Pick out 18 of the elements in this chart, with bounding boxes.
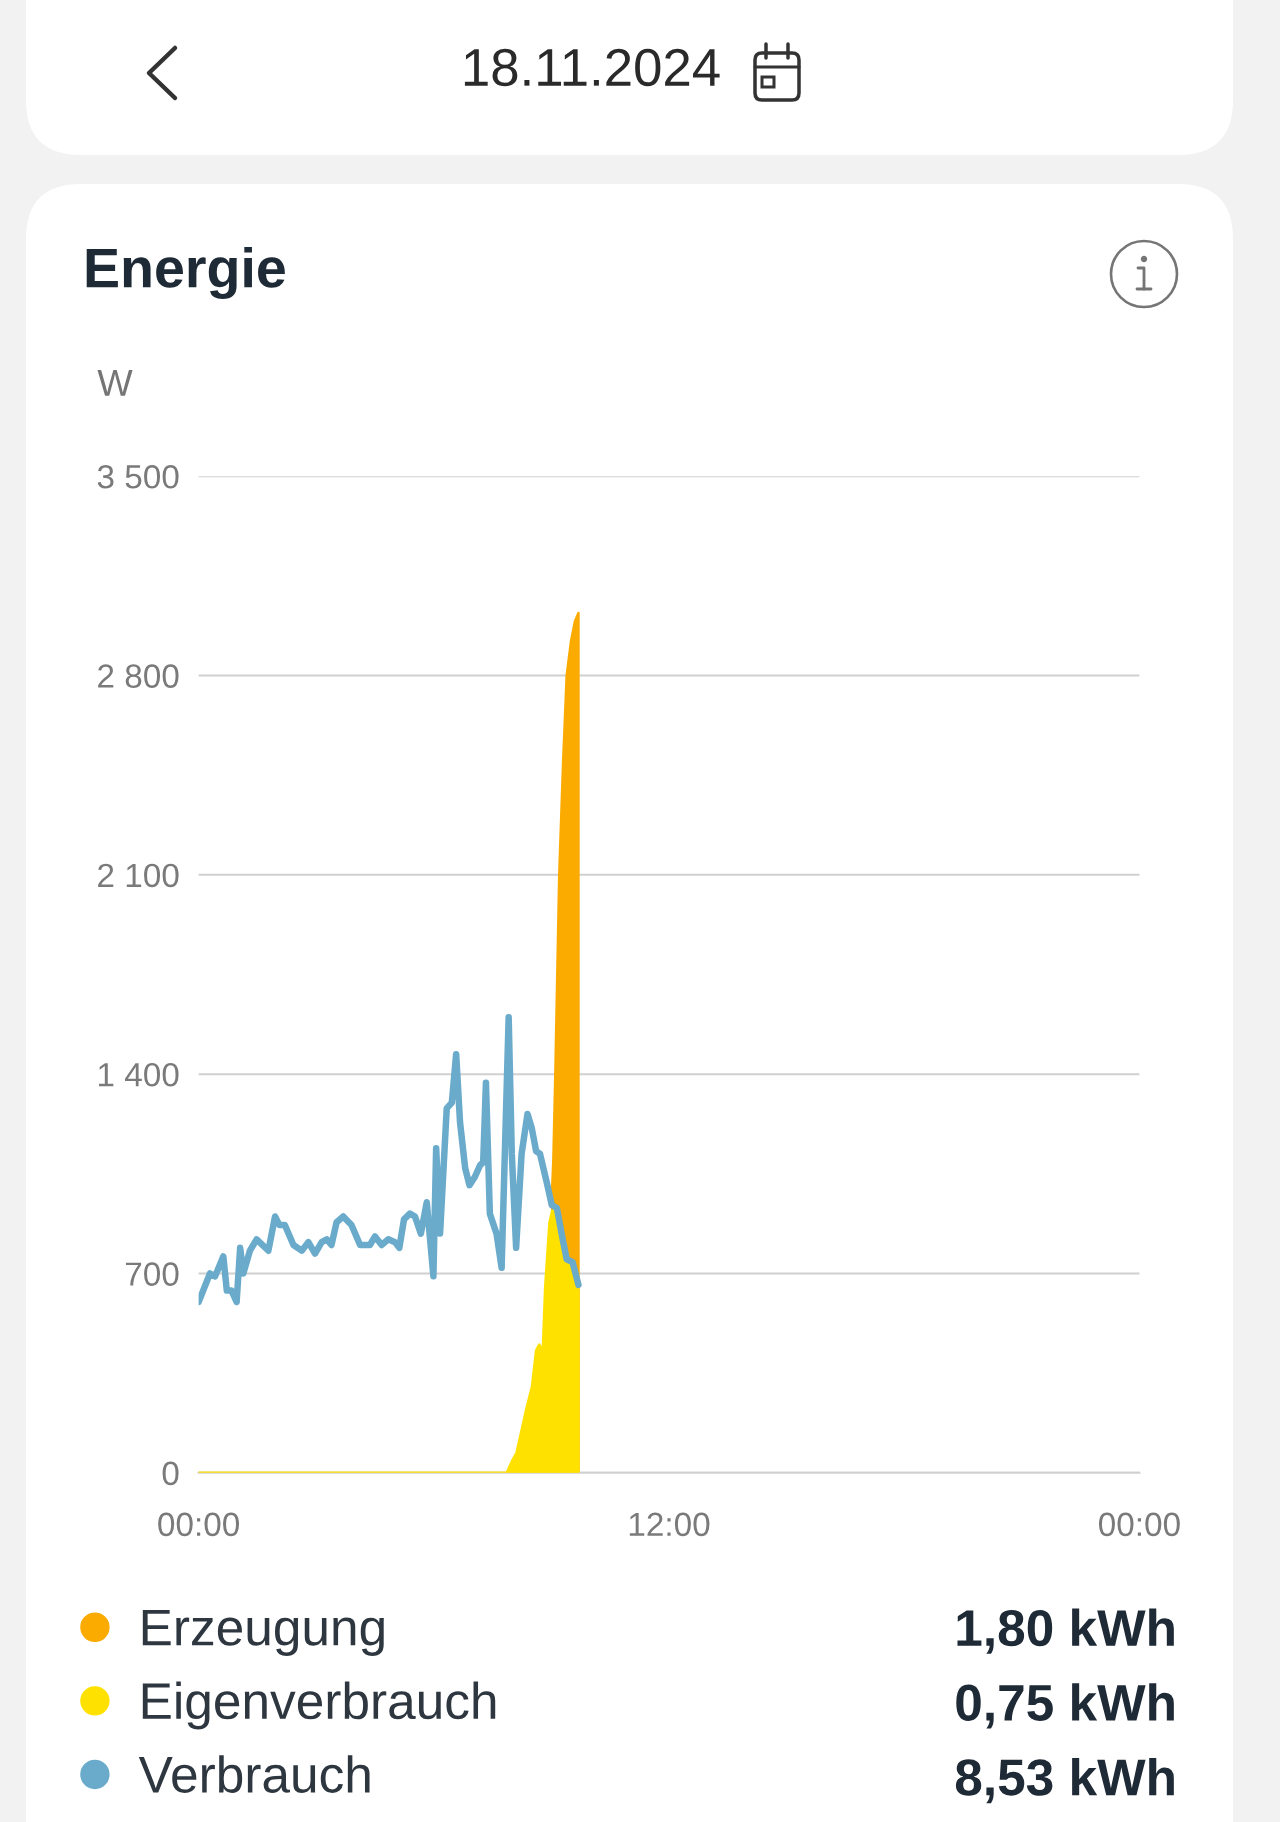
x-tick-label: 12:00 (629, 1512, 710, 1537)
x-tick-label: 00:00 (158, 1512, 240, 1537)
y-tick-label: 0 (162, 1461, 179, 1486)
legend-label: Verbrauch (138, 1755, 370, 1793)
chart-subtitle: 18.11.2024 (464, 48, 720, 87)
y-tick-label: 2 800 (98, 664, 179, 688)
text: 0,75 kWh (956, 1683, 1174, 1729)
chart-title: Energie (86, 246, 285, 300)
y-tick-label: 2 100 (98, 863, 179, 888)
y-tick-label: 1 400 (98, 1062, 179, 1087)
text: 1,80 kWh (957, 1608, 1174, 1654)
legend-label: Eigenverbrauch (142, 1681, 496, 1730)
legend-label: Erzeugung (142, 1609, 384, 1656)
y-tick-label: 3 500 (97, 465, 179, 489)
text: 8,53 kWh (955, 1757, 1174, 1804)
y-axis-title: W (97, 369, 133, 396)
y-tick-label: 700 (125, 1262, 179, 1286)
x-tick-label: 00:00 (1099, 1512, 1180, 1537)
